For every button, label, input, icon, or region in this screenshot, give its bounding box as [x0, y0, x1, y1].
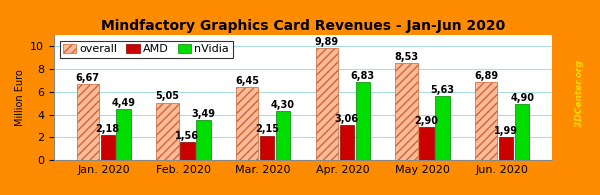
Bar [395, 63, 418, 160]
Text: 1,99: 1,99 [494, 126, 518, 136]
Text: 6,45: 6,45 [235, 76, 259, 86]
Bar [101, 135, 115, 160]
Text: 3DCenter.org: 3DCenter.org [575, 60, 583, 127]
Bar [356, 82, 370, 160]
Bar [419, 127, 434, 160]
Text: 6,83: 6,83 [351, 71, 375, 81]
Text: 5,63: 5,63 [430, 85, 454, 95]
Bar [260, 136, 274, 160]
Bar [515, 104, 529, 160]
Bar [436, 96, 449, 160]
Text: 3,49: 3,49 [191, 109, 215, 119]
Text: 2,90: 2,90 [415, 116, 439, 126]
Text: 5,05: 5,05 [155, 91, 179, 101]
Text: 3,06: 3,06 [335, 114, 359, 124]
Text: 8,53: 8,53 [395, 52, 419, 62]
Text: 2,15: 2,15 [255, 124, 279, 134]
Text: 6,67: 6,67 [76, 73, 100, 83]
Legend: overall, AMD, nVidia: overall, AMD, nVidia [59, 41, 233, 58]
Bar [276, 111, 290, 160]
Text: 1,56: 1,56 [175, 131, 199, 141]
Bar [475, 82, 497, 160]
Bar [236, 87, 259, 160]
Title: Mindfactory Graphics Card Revenues - Jan-Jun 2020: Mindfactory Graphics Card Revenues - Jan… [101, 19, 505, 33]
Bar [116, 109, 131, 160]
Text: 9,89: 9,89 [315, 36, 339, 47]
Bar [196, 120, 211, 160]
Text: 4,30: 4,30 [271, 100, 295, 110]
Text: 6,89: 6,89 [474, 71, 499, 81]
Y-axis label: Million Euro: Million Euro [15, 69, 25, 126]
Text: 4,49: 4,49 [112, 98, 136, 108]
Bar [316, 48, 338, 160]
Bar [340, 125, 354, 160]
Bar [157, 103, 179, 160]
Bar [499, 137, 514, 160]
Bar [77, 84, 99, 160]
Bar [180, 142, 194, 160]
Text: 2,18: 2,18 [95, 124, 120, 134]
Text: 4,90: 4,90 [510, 93, 534, 103]
